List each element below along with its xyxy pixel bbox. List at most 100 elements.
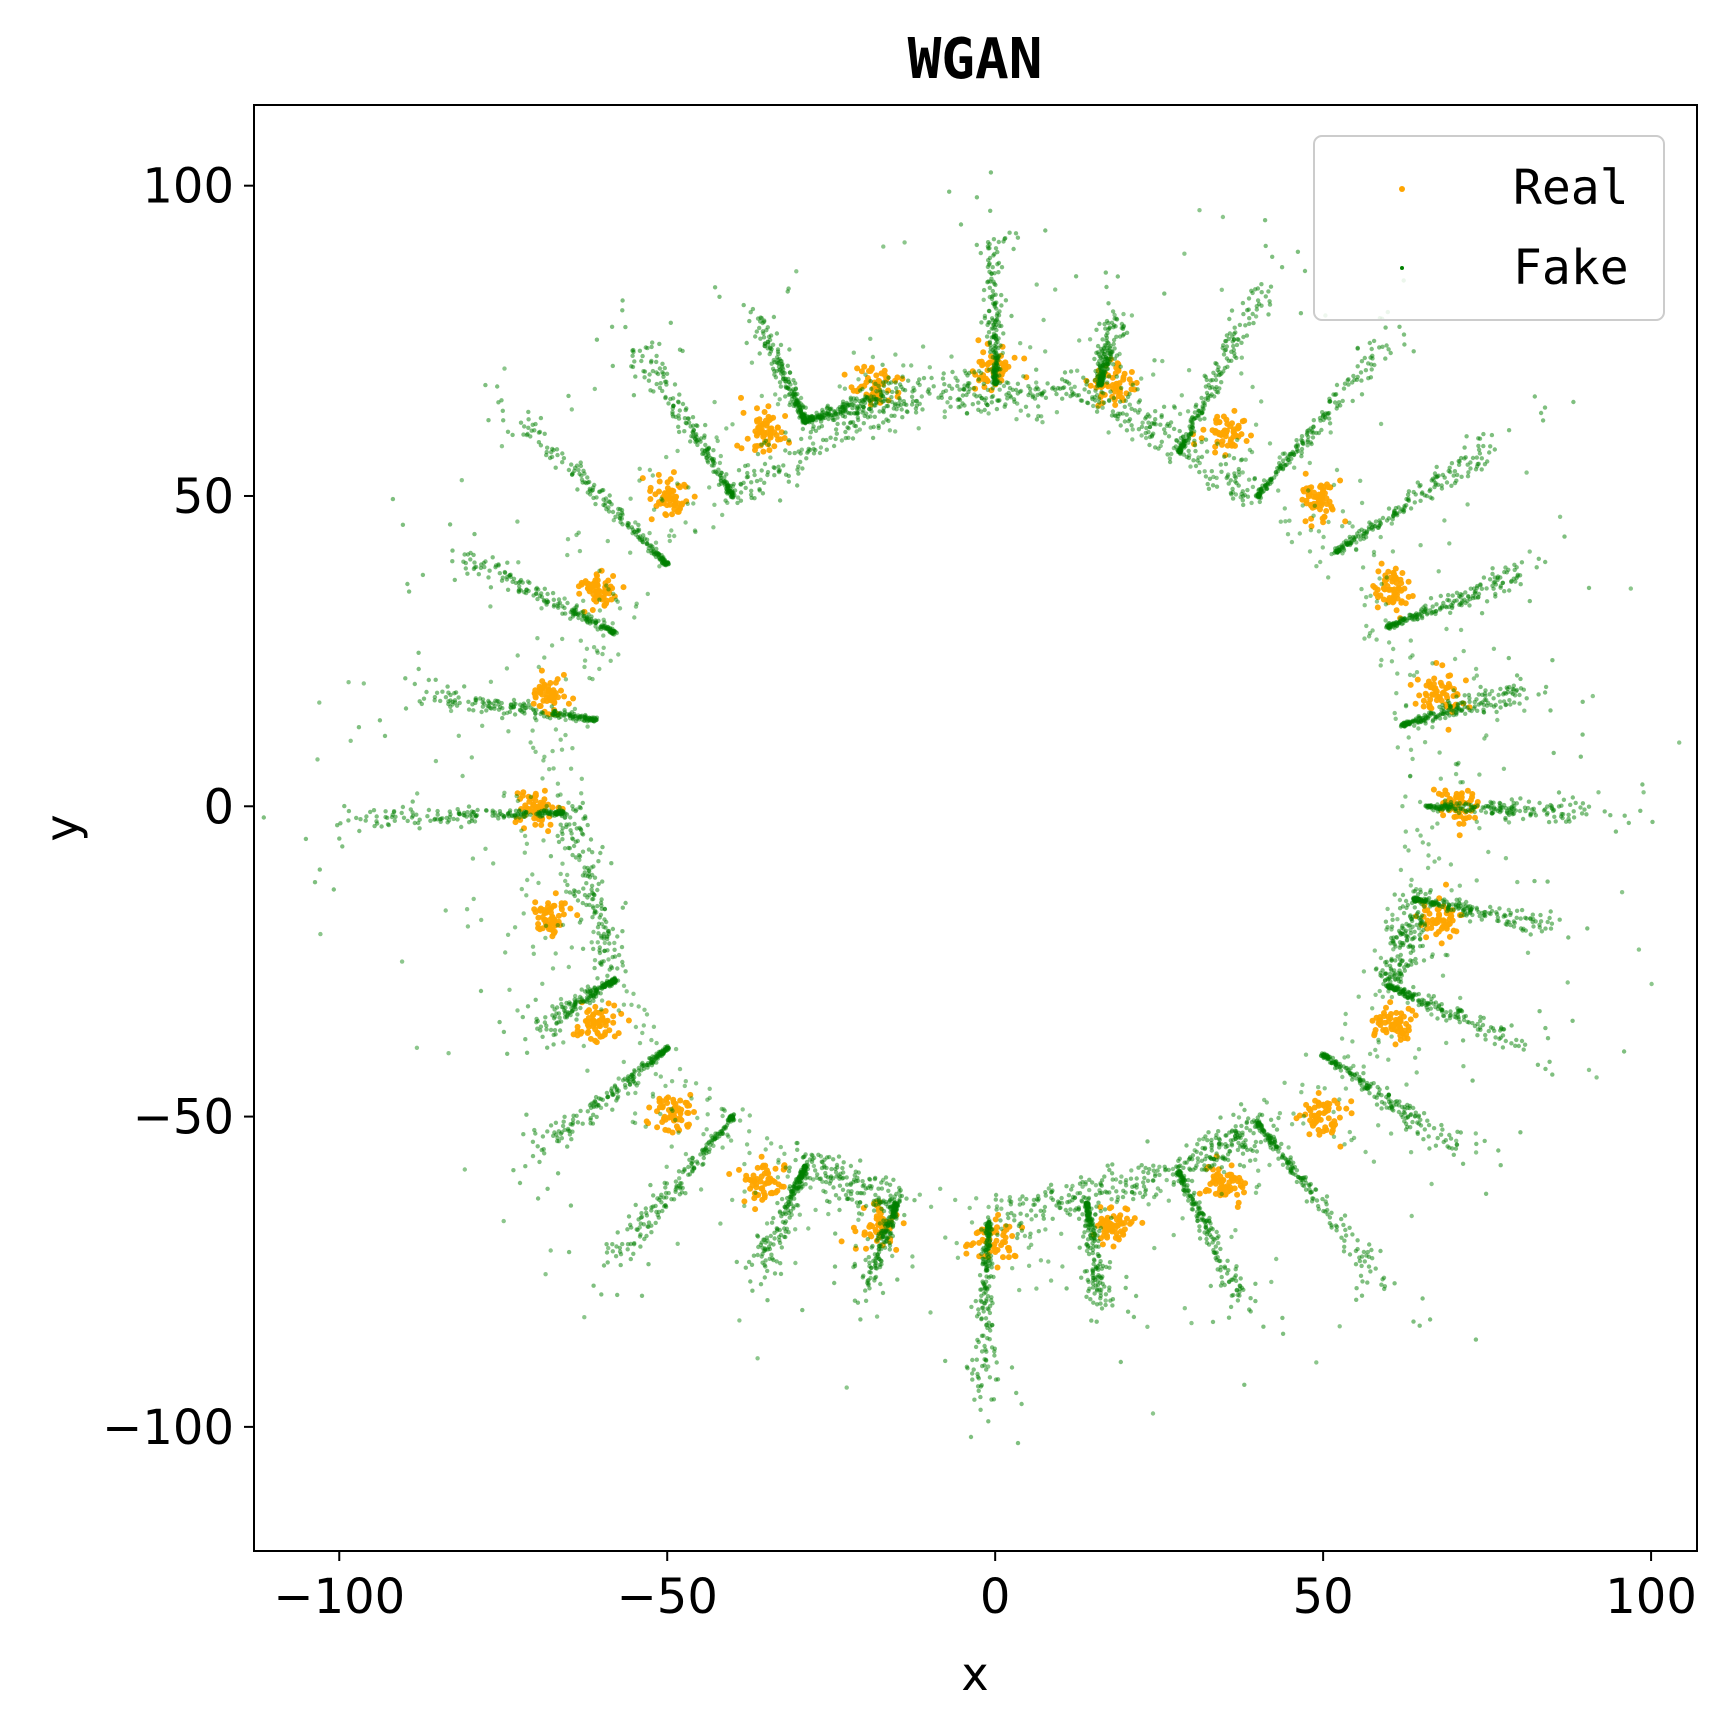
fake-point: [406, 589, 412, 594]
fake-point: [1431, 1001, 1436, 1006]
fake-point: [1232, 351, 1237, 356]
fake-point: [1104, 355, 1109, 360]
fake-point: [1425, 1118, 1430, 1123]
fake-point: [1400, 1115, 1405, 1120]
fake-point: [1435, 806, 1440, 812]
fake-point: [1095, 343, 1101, 349]
real-point: [781, 1162, 788, 1169]
real-point: [589, 607, 596, 613]
fake-point: [575, 487, 580, 492]
fake-point: [1259, 303, 1264, 308]
fake-point: [1193, 404, 1198, 409]
fake-point: [1428, 487, 1433, 492]
real-point: [1405, 593, 1412, 600]
fake-point: [677, 408, 682, 413]
fake-point: [1500, 1045, 1506, 1050]
fake-point: [1377, 345, 1382, 350]
fake-point: [890, 389, 895, 395]
fake-point: [1534, 565, 1539, 570]
real-point: [539, 914, 546, 921]
fake-point: [1441, 1013, 1447, 1019]
fake-point: [1530, 919, 1535, 925]
fake-point: [684, 421, 689, 426]
fake-point: [1517, 701, 1522, 706]
fake-point: [1511, 919, 1517, 924]
fake-point: [1013, 231, 1019, 236]
real-point: [758, 1153, 765, 1160]
fake-point: [1383, 356, 1388, 361]
fake-point: [426, 807, 432, 813]
real-point: [1124, 1206, 1131, 1213]
real-point: [1375, 594, 1381, 601]
fake-point: [1469, 708, 1474, 714]
real-point: [1405, 578, 1412, 585]
fake-point: [1232, 325, 1237, 330]
real-point: [592, 1026, 599, 1033]
fake-point: [500, 715, 505, 721]
real-point: [1009, 1233, 1016, 1239]
real-point: [530, 802, 537, 808]
fake-point: [1241, 311, 1246, 317]
fake-point: [400, 804, 406, 810]
fake-point: [1483, 803, 1489, 809]
fake-point: [619, 508, 625, 513]
fake-point: [1101, 369, 1107, 374]
real-point: [1002, 1239, 1008, 1246]
fake-point: [342, 803, 347, 809]
real-point: [858, 368, 865, 375]
fake-point: [761, 331, 766, 336]
fake-point: [1537, 800, 1542, 806]
real-point: [1393, 607, 1400, 614]
fake-point: [1493, 582, 1499, 587]
fake-point: [1152, 358, 1157, 363]
real-point: [1328, 1129, 1335, 1136]
real-point: [1005, 1245, 1012, 1251]
fake-point: [1488, 904, 1493, 910]
fake-point: [1118, 364, 1123, 369]
real-point: [602, 580, 609, 587]
fake-point: [1561, 797, 1567, 802]
fake-point: [570, 614, 576, 619]
fake-point: [772, 372, 777, 377]
real-point: [1234, 1204, 1241, 1210]
fake-point: [1298, 311, 1304, 316]
fake-point: [775, 347, 781, 352]
real-point: [620, 584, 627, 591]
fake-point: [1622, 813, 1627, 818]
fake-point: [1311, 418, 1317, 423]
fake-point: [607, 499, 612, 505]
real-point: [1098, 1215, 1105, 1222]
fake-point: [988, 170, 994, 175]
fake-point: [1509, 690, 1514, 695]
fake-point: [544, 602, 549, 607]
fake-point: [1437, 716, 1443, 721]
fake-point: [1342, 381, 1348, 386]
fake-point: [1518, 582, 1523, 587]
fake-point: [1221, 352, 1227, 357]
fake-point: [676, 429, 682, 435]
fake-point: [1396, 986, 1401, 992]
fake-point: [1496, 692, 1501, 698]
fake-point: [462, 684, 467, 689]
fake-point: [1397, 324, 1402, 329]
fake-point: [1563, 819, 1569, 824]
real-point: [1238, 431, 1245, 438]
fake-point: [1198, 417, 1203, 422]
real-point: [558, 687, 564, 694]
fake-point: [1467, 696, 1472, 701]
fake-point: [772, 359, 777, 365]
real-point: [671, 502, 678, 509]
fake-point: [493, 565, 498, 570]
fake-point: [533, 421, 538, 427]
real-point: [1440, 812, 1447, 819]
fake-point: [744, 340, 749, 346]
fake-point: [1418, 1117, 1423, 1123]
real-point: [1227, 1184, 1233, 1191]
real-point: [1315, 1090, 1322, 1096]
fake-point: [1482, 909, 1487, 915]
fake-point: [761, 335, 767, 340]
fake-point: [662, 365, 667, 371]
fake-point: [1112, 356, 1118, 361]
fake-point: [1426, 1134, 1431, 1139]
fake-point: [551, 604, 557, 609]
